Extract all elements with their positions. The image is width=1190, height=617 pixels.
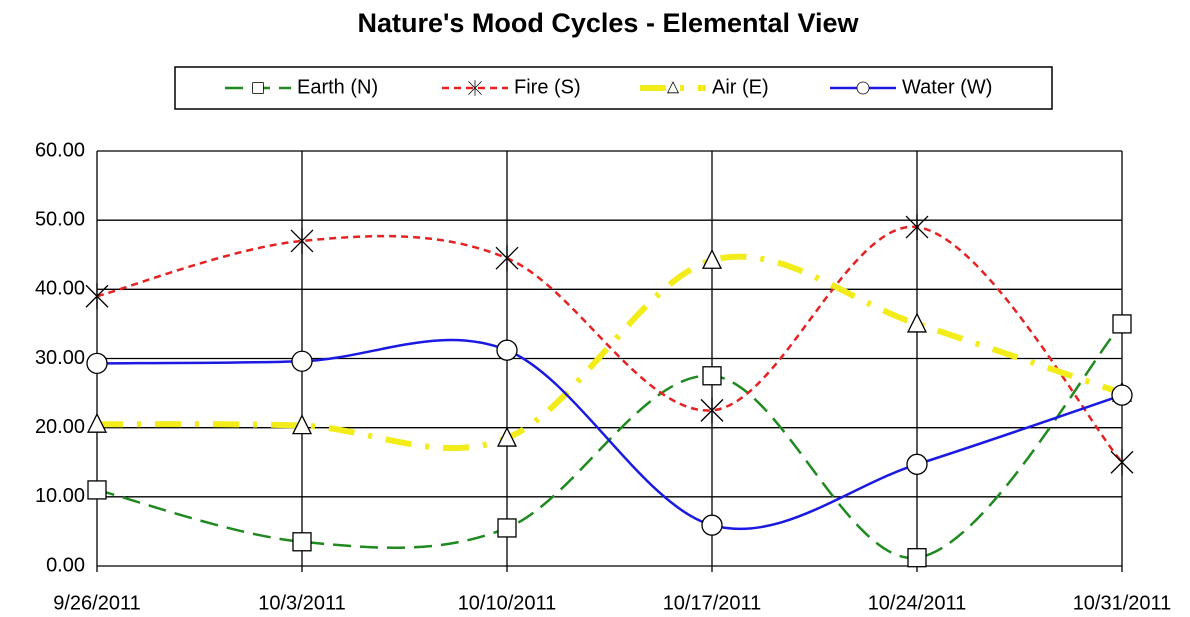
y-tick-label: 60.00 xyxy=(35,139,85,161)
legend-marker xyxy=(252,82,264,94)
y-tick-label: 40.00 xyxy=(35,278,85,300)
marker xyxy=(906,312,928,333)
marker xyxy=(290,227,314,254)
marker xyxy=(700,397,724,424)
marker xyxy=(497,518,517,538)
marker xyxy=(496,426,518,447)
x-tick-label: 10/3/2011 xyxy=(258,592,346,614)
marker xyxy=(1112,314,1132,334)
series-line xyxy=(96,225,1123,464)
marker xyxy=(702,366,722,386)
x-tick-label: 10/24/2011 xyxy=(868,592,967,614)
legend-marker xyxy=(468,80,482,96)
marker xyxy=(292,532,312,552)
marker xyxy=(291,414,313,435)
legend-label: Earth (N) xyxy=(297,76,378,98)
legend-box xyxy=(174,66,1053,110)
y-tick-label: 20.00 xyxy=(35,416,85,438)
marker xyxy=(1110,449,1134,476)
series-line xyxy=(96,253,1123,452)
marker xyxy=(905,214,929,241)
marker xyxy=(291,350,313,372)
marker xyxy=(87,480,107,500)
marker xyxy=(1111,384,1133,406)
y-tick-label: 30.00 xyxy=(35,347,85,369)
legend-marker xyxy=(856,81,870,95)
chart-title: Nature's Mood Cycles - Elemental View xyxy=(357,8,859,38)
x-tick-label: 9/26/2011 xyxy=(53,592,141,614)
series-line xyxy=(96,338,1123,531)
marker xyxy=(907,548,927,568)
marker xyxy=(701,514,723,536)
legend-label: Fire (S) xyxy=(514,76,581,98)
marker xyxy=(85,283,109,310)
marker xyxy=(495,245,519,272)
x-tick-label: 10/31/2011 xyxy=(1073,592,1172,614)
x-tick-label: 10/17/2011 xyxy=(663,592,762,614)
legend-label: Water (W) xyxy=(902,76,992,98)
marker xyxy=(86,352,108,374)
marker xyxy=(86,412,108,433)
marker xyxy=(701,248,723,269)
marker xyxy=(906,453,928,475)
legend-label: Air (E) xyxy=(712,76,769,98)
y-tick-label: 50.00 xyxy=(35,208,85,230)
y-tick-label: 10.00 xyxy=(35,485,85,507)
legend-marker xyxy=(666,81,680,94)
x-tick-label: 10/10/2011 xyxy=(458,592,557,614)
y-tick-label: 0.00 xyxy=(46,554,85,576)
marker xyxy=(496,339,518,361)
